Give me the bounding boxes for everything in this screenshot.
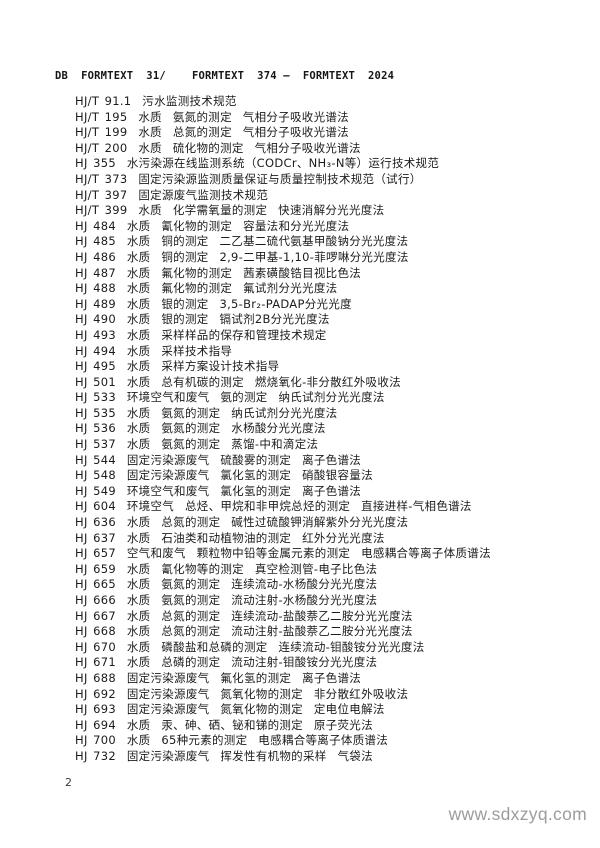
page-number: 2 (65, 776, 72, 789)
standard-list-item: HJ 486 水质 铜的测定 2,9-二甲基-1,10-菲啰啉分光光度法 (75, 249, 409, 264)
standard-list-item: HJ 533 环境空气和废气 氨的测定 纳氏试剂分光光度法 (75, 390, 385, 405)
standards-list: HJ/T 91.1 污水监测技术规范 HJ/T 195 水质 氨氮的测定 气相分… (75, 94, 575, 765)
standard-list-item: HJ 693 固定污染源废气 氮氧化物的测定 定电位电解法 (75, 702, 385, 717)
standard-list-item: HJ 490 水质 银的测定 镉试剂2B分光光度法 (75, 312, 330, 327)
standard-list-item: HJ 488 水质 氟化物的测定 氟试剂分光光度法 (75, 281, 338, 296)
standard-list-item: HJ/T 399 水质 化学需氧量的测定 快速消解分光光度法 (75, 203, 385, 218)
standard-list-item: HJ 666 水质 氨氮的测定 流动注射-水杨酸分光光度法 (75, 593, 378, 607)
standard-list-item: HJ 667 水质 总氮的测定 连续流动-盐酸萘乙二胺分光光度法 (75, 608, 413, 623)
standard-list-item: HJ 604 环境空气 总烃、甲烷和非甲烷总烃的测定 直接进样-气相色谱法 (75, 499, 472, 514)
standard-list-item: HJ 657 空气和废气 颗粒物中铅等金属元素的测定 电感耦合等离子体质谱法 (75, 546, 491, 561)
standard-list-item: HJ 665 水质 氨氮的测定 连续流动-水杨酸分光光度法 (75, 577, 378, 592)
standard-list-item: HJ 487 水质 氟化物的测定 茜素磺酸锆目视比色法 (75, 265, 362, 280)
standard-list-item: HJ 535 水质 氨氮的测定 纳氏试剂分光光度法 (75, 405, 338, 420)
standard-list-item: HJ/T 200 水质 硫化物的测定 气相分子吸收光谱法 (75, 140, 361, 155)
standard-list-item: HJ 493 水质 采样样品的保存和管理技术规定 (75, 327, 327, 342)
standard-list-item: HJ 544 固定污染源废气 硫酸雾的测定 离子色谱法 (75, 452, 362, 467)
standard-list-item: HJ 549 环境空气和废气 氯化氢的测定 离子色谱法 (75, 483, 362, 498)
standard-list-item: HJ 732 固定污染源废气 挥发性有机物的采样 气袋法 (75, 748, 373, 763)
standard-list-item: HJ/T 195 水质 氨氮的测定 气相分子吸收光谱法 (75, 109, 349, 124)
standard-list-item: HJ 636 水质 总氮的测定 碱性过硫酸钾消解紫外分光光度法 (75, 515, 409, 530)
standard-list-item: HJ 694 水质 汞、砷、硒、铋和锑的测定 原子荧光法 (75, 717, 373, 732)
standard-list-item: HJ 495 水质 采样方案设计技术指导 (75, 359, 280, 374)
standard-list-item: HJ 670 水质 磷酸盐和总磷的测定 连续流动-钼酸铵分光光度法 (75, 639, 425, 654)
standard-list-item: HJ 668 水质 总氮的测定 流动注射-盐酸萘乙二胺分光光度法 (75, 624, 413, 639)
standard-list-item: HJ/T 91.1 污水监测技术规范 (75, 94, 237, 108)
standard-list-item: HJ 494 水质 采样技术指导 (75, 343, 233, 358)
standard-list-item: HJ/T 397 固定源废气监测技术规范 (75, 187, 269, 202)
standard-list-item: HJ 485 水质 铜的测定 二乙基二硫代氨基甲酸钠分光光度法 (75, 234, 409, 249)
standard-list-item: HJ/T 199 水质 总氮的测定 气相分子吸收光谱法 (75, 125, 349, 140)
standard-list-item: HJ 671 水质 总磷的测定 流动注射-钼酸铵分光光度法 (75, 655, 378, 670)
standard-list-item: HJ 501 水质 总有机碳的测定 燃烧氧化-非分散红外吸收法 (75, 374, 401, 389)
standard-list-item: HJ/T 373 固定污染源监测质量保证与质量控制技术规范（试行） (75, 171, 422, 186)
watermark-text: www.sdxzyq.com (448, 804, 587, 824)
standard-list-item: HJ 355 水污染源在线监测系统（CODCr、NH₃-N等）运行技术规范 (75, 156, 440, 171)
standard-list-item: HJ 537 水质 氨氮的测定 蒸馏-中和滴定法 (75, 437, 319, 452)
standard-list-item: HJ 688 固定污染源废气 氟化氢的测定 离子色谱法 (75, 670, 362, 685)
standard-list-item: HJ 548 固定污染源废气 氯化氢的测定 硝酸银容量法 (75, 468, 373, 483)
standard-list-item: HJ 484 水质 氰化物的测定 容量法和分光光度法 (75, 218, 350, 233)
document-header: DB FORMTEXT 31/ FORMTEXT 374 — FORMTEXT … (55, 70, 395, 82)
standard-list-item: HJ 536 水质 氨氮的测定 水杨酸分光光度法 (75, 421, 326, 436)
standard-list-item: HJ 700 水质 65种元素的测定 电感耦合等离子体质谱法 (75, 733, 389, 748)
standard-list-item: HJ 692 固定污染源废气 氮氧化物的测定 非分散红外吸收法 (75, 686, 409, 701)
standard-list-item: HJ 659 水质 氰化物等的测定 真空检测管-电子比色法 (75, 561, 378, 576)
standard-list-item: HJ 489 水质 银的测定 3,5-Br₂-PADAP分光光度 (75, 296, 352, 311)
standard-list-item: HJ 637 水质 石油类和动植物油的测定 红外分光光度法 (75, 530, 385, 545)
